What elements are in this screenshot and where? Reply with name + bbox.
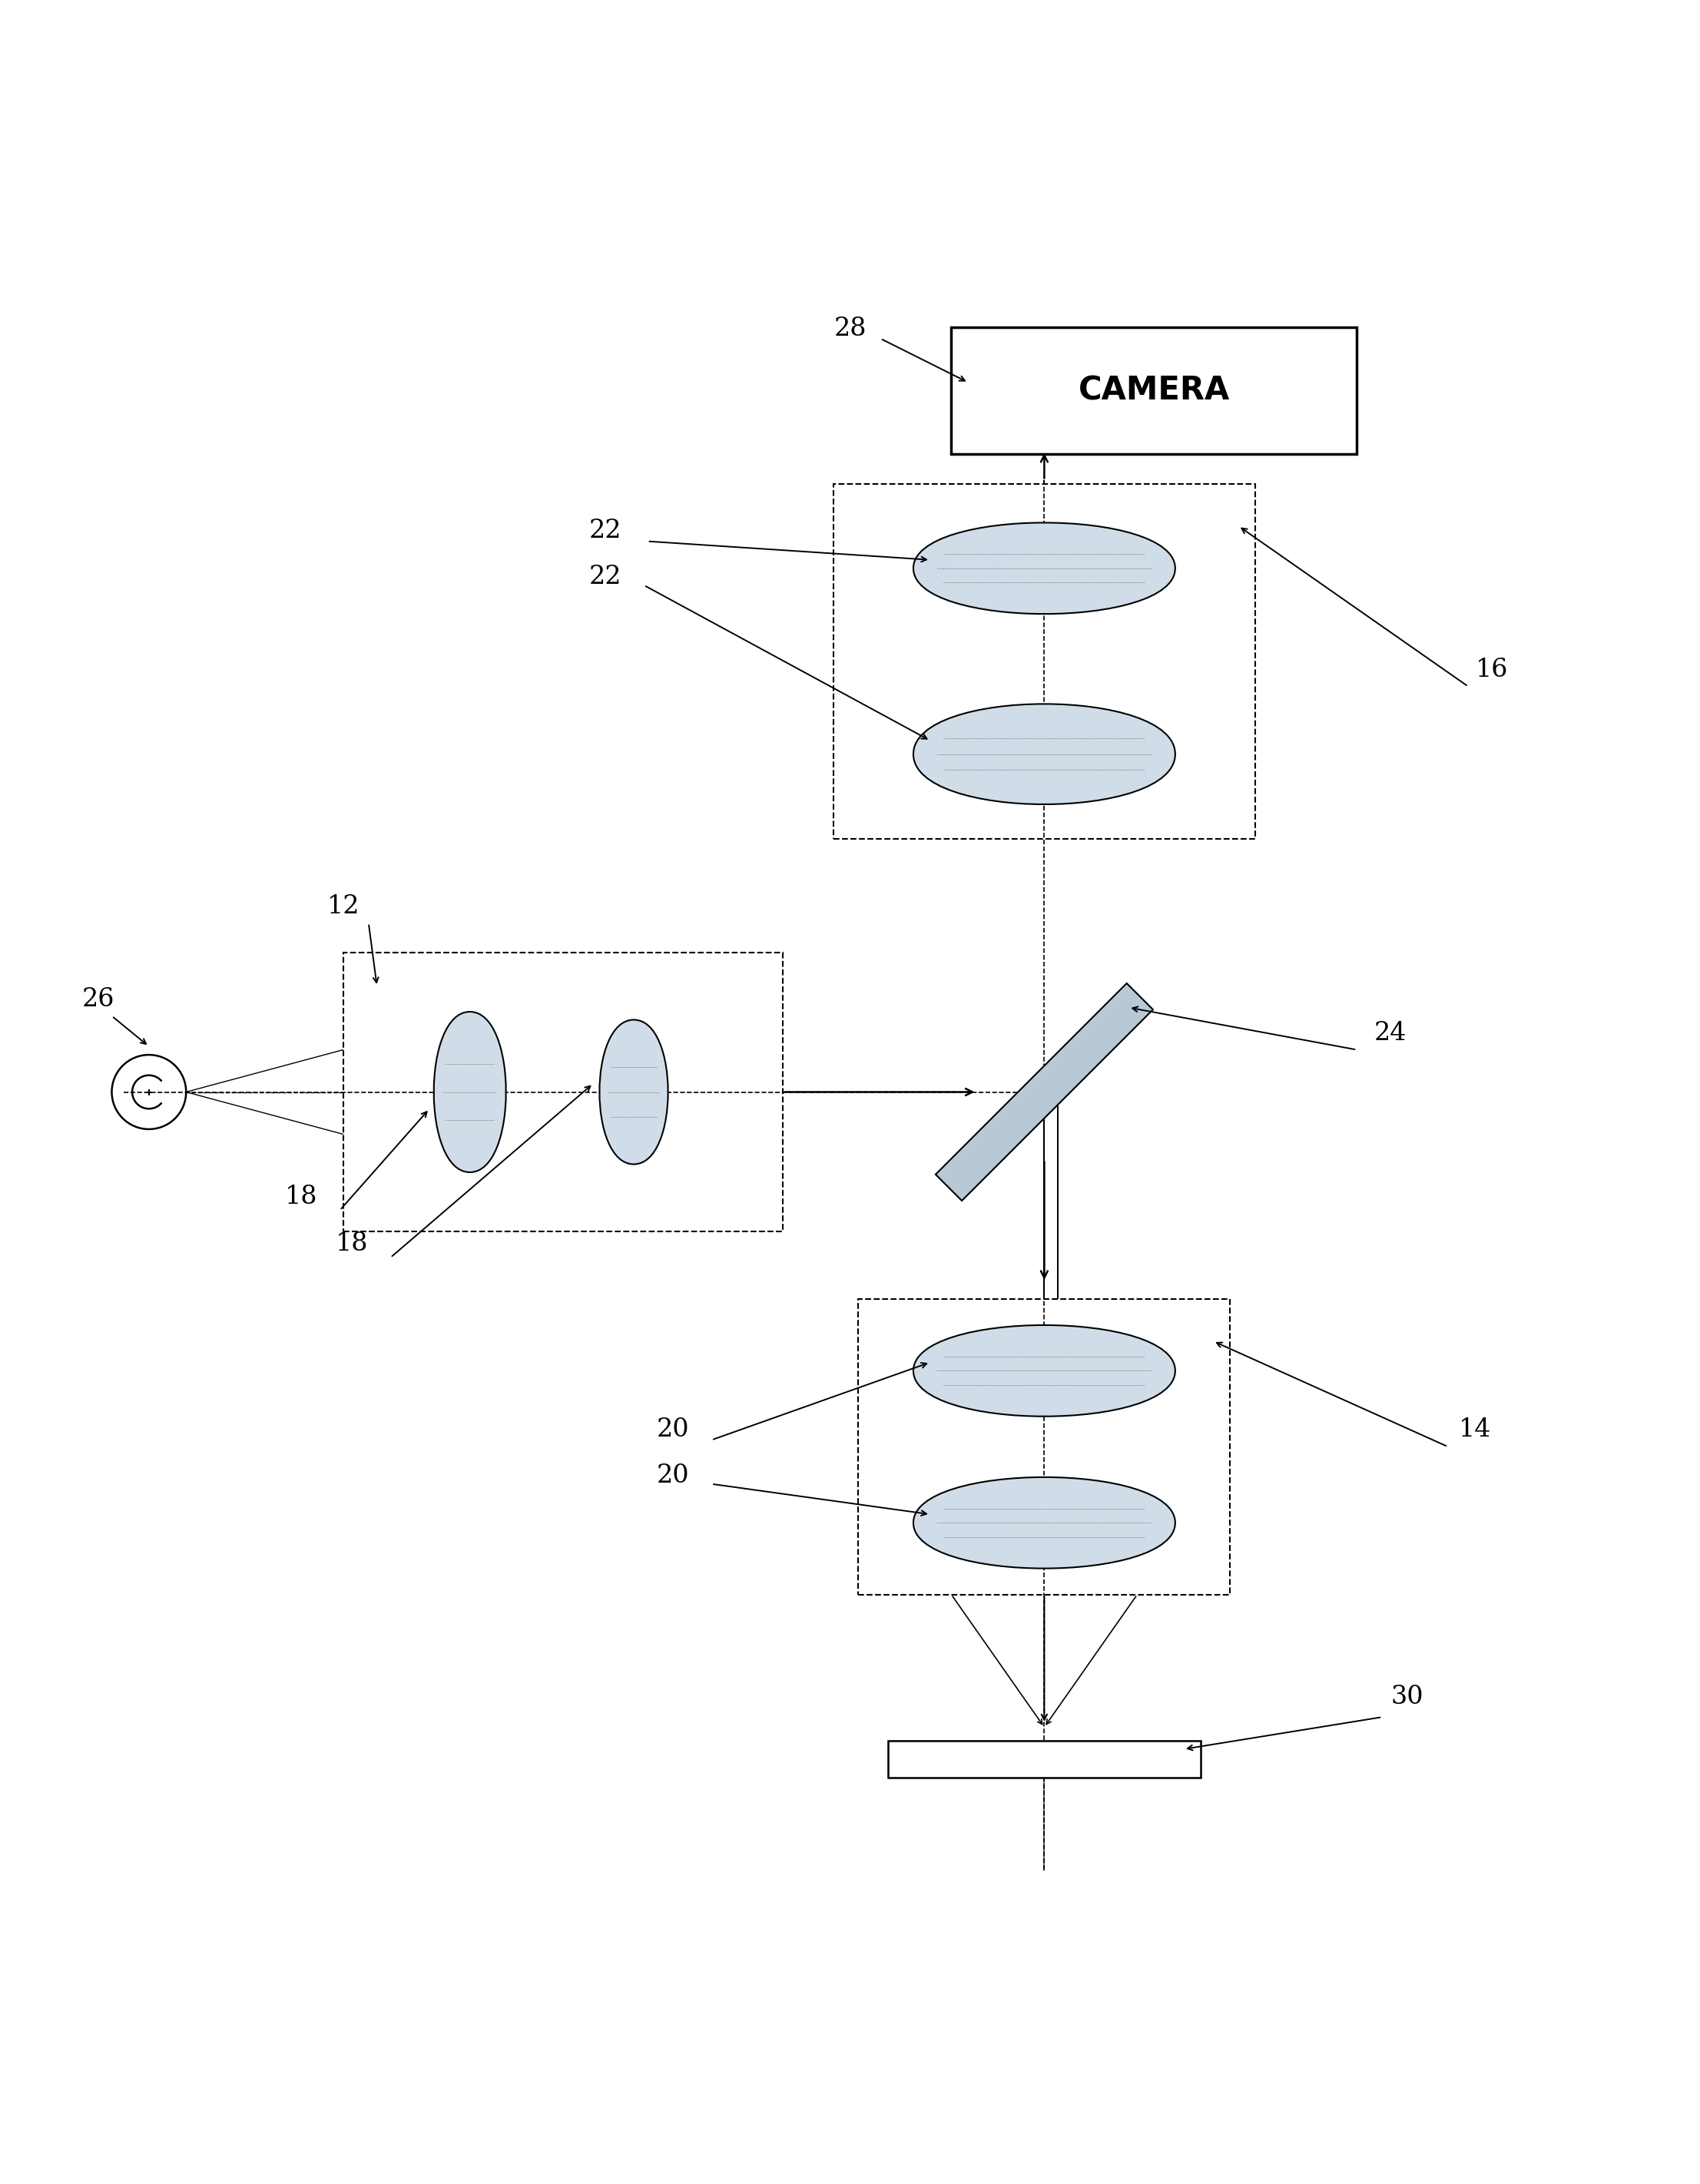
Text: 26: 26: [82, 987, 114, 1011]
PathPatch shape: [913, 1326, 1175, 1417]
Bar: [833, 485, 1255, 839]
PathPatch shape: [913, 1476, 1175, 1568]
Bar: [887, 1741, 1200, 1778]
Text: 28: 28: [833, 317, 867, 341]
Text: 12: 12: [326, 893, 359, 919]
Text: 20: 20: [656, 1463, 689, 1487]
Text: 22: 22: [588, 563, 622, 590]
Bar: [858, 1299, 1231, 1594]
Bar: [343, 952, 782, 1232]
Text: 30: 30: [1391, 1684, 1425, 1710]
PathPatch shape: [913, 703, 1175, 804]
Bar: [952, 328, 1357, 454]
Text: 18: 18: [335, 1232, 367, 1256]
Text: 20: 20: [656, 1417, 689, 1441]
Bar: [887, 1741, 1200, 1778]
Text: 16: 16: [1476, 657, 1508, 681]
Text: 18: 18: [284, 1184, 318, 1210]
Text: 14: 14: [1459, 1417, 1491, 1441]
Text: 24: 24: [1374, 1020, 1408, 1046]
PathPatch shape: [913, 522, 1175, 614]
Text: CAMERA: CAMERA: [1078, 376, 1229, 406]
Polygon shape: [935, 983, 1153, 1201]
PathPatch shape: [434, 1011, 507, 1173]
PathPatch shape: [600, 1020, 668, 1164]
Text: 22: 22: [588, 520, 622, 544]
